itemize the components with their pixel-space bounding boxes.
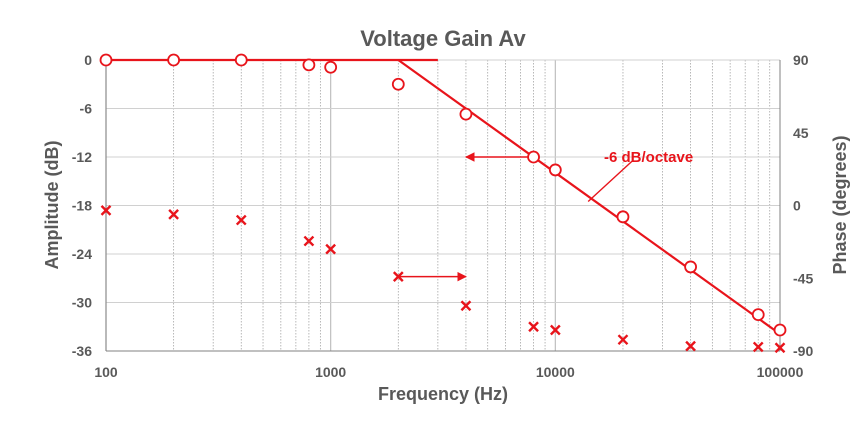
amplitude-point xyxy=(324,60,338,74)
y-left-tick-label: -12 xyxy=(72,149,92,165)
slope-annotation: -6 dB/octave xyxy=(604,149,693,166)
amplitude-point xyxy=(773,323,787,337)
y-right-tick-label: -90 xyxy=(793,343,813,359)
data-markers xyxy=(99,53,787,354)
amplitude-point xyxy=(751,308,765,322)
asymptote-lines xyxy=(106,58,781,335)
phase-point xyxy=(752,341,764,353)
phase-point xyxy=(235,214,247,226)
x-tick-label: 100000 xyxy=(757,364,804,380)
y-left-tick-label: -18 xyxy=(72,198,92,214)
x-axis-title: Frequency (Hz) xyxy=(378,384,508,404)
y-right-tick-label: 45 xyxy=(793,125,809,141)
amplitude-point xyxy=(616,210,630,224)
phase-point xyxy=(168,209,179,220)
phase-point xyxy=(685,340,696,352)
y-right-tick-label: -45 xyxy=(793,270,813,286)
annotation-arrows xyxy=(398,152,633,282)
phase-point xyxy=(303,235,315,247)
phase-point xyxy=(100,205,112,216)
y-right-tick-label: 90 xyxy=(793,52,809,68)
y-axis-title-left: Amplitude (dB) xyxy=(42,141,62,270)
phase-point xyxy=(325,243,337,255)
chart-title: Voltage Gain Av xyxy=(360,26,526,51)
grid xyxy=(105,59,781,352)
y-axis-title-right: Phase (degrees) xyxy=(830,135,850,274)
annotation-leader xyxy=(587,160,633,202)
amplitude-point xyxy=(459,107,473,121)
amplitude-point xyxy=(167,53,181,67)
phase-point xyxy=(617,334,629,346)
y-left-tick-label: -24 xyxy=(72,246,92,262)
y-left-tick-label: -6 xyxy=(80,101,93,117)
amplitude-point xyxy=(234,53,248,67)
y-left-tick-label: -30 xyxy=(72,295,92,311)
x-tick-label: 10000 xyxy=(536,364,575,380)
tick-labels: 100 1000 10000 100000 0 -6 -12 -18 -24 -30 -36 90 45… xyxy=(72,52,814,380)
x-tick-label: 1000 xyxy=(315,364,346,380)
y-right-tick-label: 0 xyxy=(793,198,801,214)
phase-point xyxy=(460,300,472,312)
phase-point xyxy=(774,342,786,354)
amplitude-point xyxy=(302,58,316,72)
amplitude-point xyxy=(527,150,540,164)
phase-point xyxy=(549,324,561,336)
amplitude-point xyxy=(548,163,562,177)
x-tick-label: 100 xyxy=(94,364,118,380)
amplitude-point xyxy=(391,77,405,91)
asymptote-line xyxy=(397,59,781,335)
amplitude-point xyxy=(99,53,113,67)
phase-point xyxy=(392,271,404,282)
y-left-tick-label: 0 xyxy=(84,52,92,68)
amplitude-point xyxy=(684,260,697,274)
y-left-tick-label: -36 xyxy=(72,343,92,359)
phase-point xyxy=(528,321,539,333)
